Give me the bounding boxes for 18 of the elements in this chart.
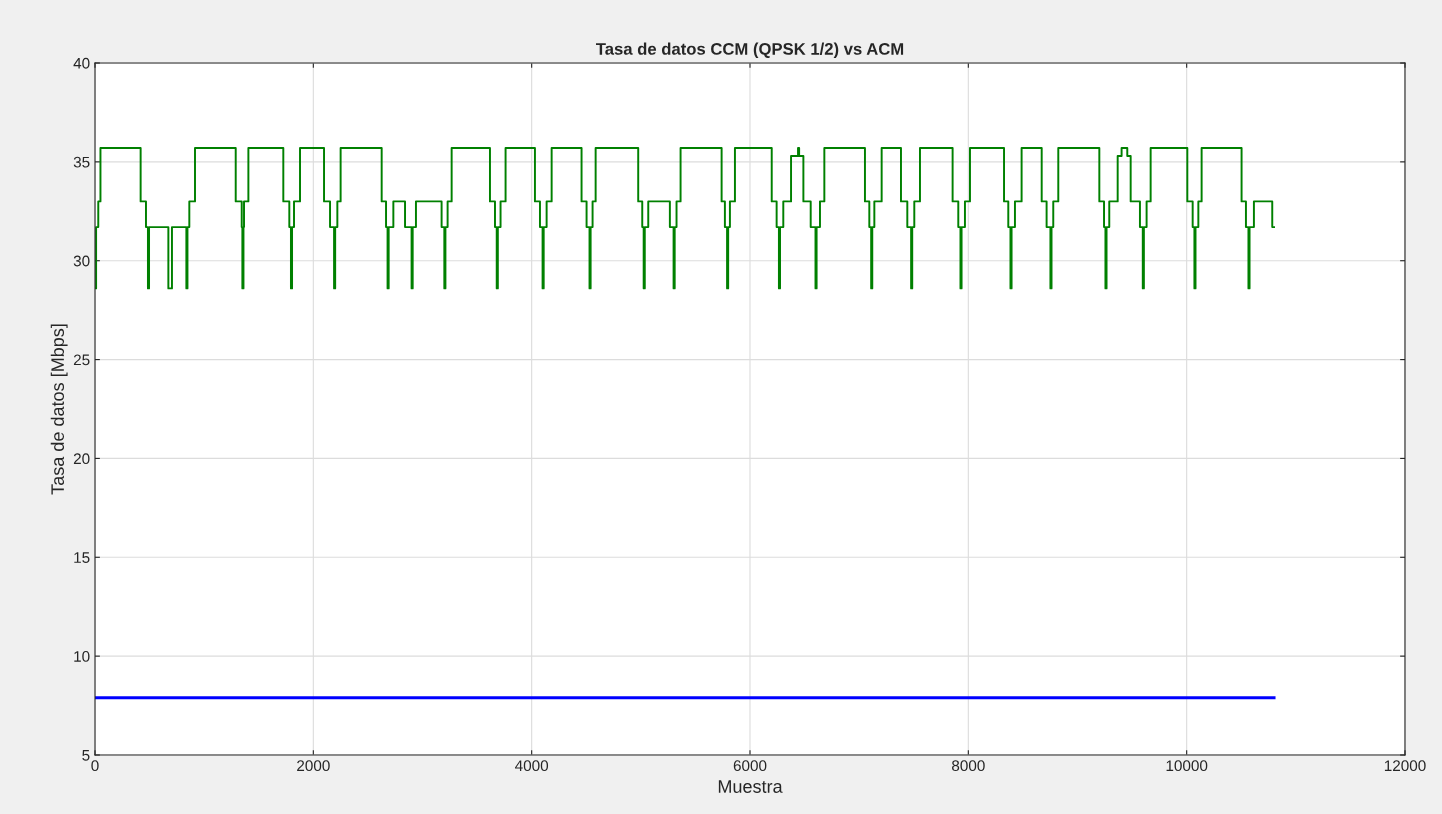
y-tick-label: 35 [73,156,90,168]
x-tick-label: 0 [91,760,99,772]
x-tick-label: 12000 [1384,760,1426,772]
y-tick-label: 10 [74,651,90,662]
y-tick-label: 20 [73,453,90,465]
x-tick-label: 4000 [515,760,549,772]
y-tick-label: 5 [82,750,90,761]
x-tick-label: 10000 [1166,760,1208,772]
x-tick-label: 6000 [733,760,767,772]
x-axis-title: Muestra [718,780,783,793]
chart-title: Tasa de datos CCM (QPSK 1/2) vs ACM [596,42,904,59]
y-tick-label: 25 [73,354,90,366]
y-axis-title: Tasa de datos [Mbps] [50,324,68,495]
x-tick-label: 8000 [952,760,985,772]
y-tick-label: 30 [73,255,90,267]
y-tick-label: 40 [73,57,90,69]
y-tick-label: 15 [74,552,90,563]
x-tick-label: 2000 [297,760,330,772]
